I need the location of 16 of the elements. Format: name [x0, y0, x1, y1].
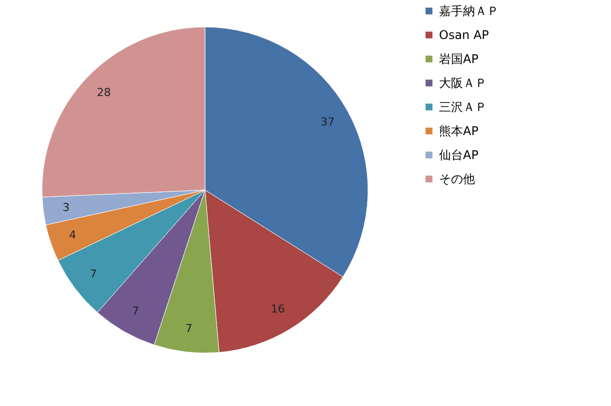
legend-label: 仙台AP [439, 148, 478, 162]
legend-label: 岩国AP [439, 52, 478, 66]
data-label: 16 [270, 302, 285, 316]
data-label: 3 [62, 201, 70, 214]
data-label: 7 [132, 304, 140, 318]
legend-label: 三沢ＡＰ [439, 100, 487, 114]
data-label: 7 [185, 322, 192, 336]
data-label: 4 [69, 228, 76, 242]
legend-label: その他 [439, 172, 475, 186]
data-label: 37 [320, 115, 335, 128]
legend-label: 熊本AP [439, 124, 478, 138]
data-label: 7 [90, 268, 97, 281]
legend-label: Osan AP [439, 28, 489, 42]
legend-label: 大阪ＡＰ [439, 76, 487, 90]
data-label: 28 [96, 86, 111, 100]
legend-label: 嘉手納ＡＰ [439, 4, 499, 18]
